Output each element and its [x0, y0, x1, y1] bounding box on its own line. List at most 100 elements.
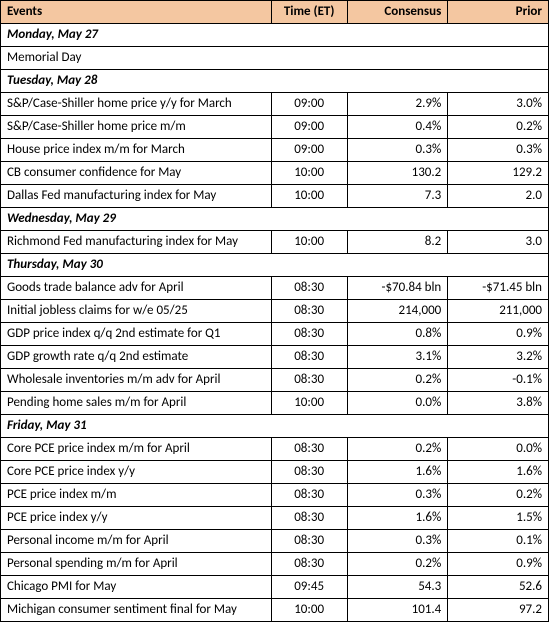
event-row: Core PCE price index m/m for April08:300… — [1, 438, 549, 461]
event-row: PCE price index m/m08:300.3%0.2% — [1, 484, 549, 507]
header-row: Events Time (ET) Consensus Prior — [1, 1, 549, 24]
event-consensus: 0.3% — [347, 530, 448, 553]
event-row: CB consumer confidence for May10:00130.2… — [1, 162, 549, 185]
event-name: CB consumer confidence for May — [1, 162, 272, 185]
event-name: Richmond Fed manufacturing index for May — [1, 231, 272, 254]
event-prior: 97.2 — [448, 599, 549, 622]
event-consensus: 0.2% — [347, 553, 448, 576]
day-header-row: Thursday, May 30 — [1, 254, 549, 277]
event-row: Wholesale inventories m/m adv for April 0… — [1, 369, 549, 392]
day-label: Thursday, May 30 — [1, 254, 549, 277]
event-prior: 1.6% — [448, 461, 549, 484]
event-time: 10:00 — [271, 185, 347, 208]
event-prior: 3.0% — [448, 93, 549, 116]
event-time: 08:30 — [271, 300, 347, 323]
event-consensus: 0.2% — [347, 369, 448, 392]
event-time: 09:45 — [271, 576, 347, 599]
event-prior: 0.1% — [448, 530, 549, 553]
event-consensus: 130.2 — [347, 162, 448, 185]
day-header-row: Monday, May 27 — [1, 24, 549, 47]
event-consensus: 214,000 — [347, 300, 448, 323]
event-name: Core PCE price index m/m for April — [1, 438, 272, 461]
event-name: Goods trade balance adv for April — [1, 277, 272, 300]
event-row: S&P/Case-Shiller home price m/m09:000.4%… — [1, 116, 549, 139]
event-prior: 0.9% — [448, 553, 549, 576]
event-name: Dallas Fed manufacturing index for May — [1, 185, 272, 208]
event-prior: 3.0 — [448, 231, 549, 254]
event-row: Personal spending m/m for April08:300.2%… — [1, 553, 549, 576]
event-consensus: -$70.84 bln — [347, 277, 448, 300]
event-consensus: 7.3 — [347, 185, 448, 208]
day-header-row: Tuesday, May 28 — [1, 70, 549, 93]
day-label: Tuesday, May 28 — [1, 70, 549, 93]
event-name: PCE price index m/m — [1, 484, 272, 507]
event-consensus: 0.2% — [347, 438, 448, 461]
event-consensus: 54.3 — [347, 576, 448, 599]
day-label: Monday, May 27 — [1, 24, 549, 47]
event-row: Personal income m/m for April08:300.3%0.… — [1, 530, 549, 553]
event-name: Core PCE price index y/y — [1, 461, 272, 484]
event-row: PCE price index y/y08:301.6%1.5% — [1, 507, 549, 530]
event-time: 09:00 — [271, 139, 347, 162]
event-time: 10:00 — [271, 599, 347, 622]
event-prior: -0.1% — [448, 369, 549, 392]
event-row: House price index m/m for March09:000.3%… — [1, 139, 549, 162]
event-time: 08:30 — [271, 277, 347, 300]
event-consensus: 1.6% — [347, 461, 448, 484]
event-name: PCE price index y/y — [1, 507, 272, 530]
col-prior: Prior — [448, 1, 549, 24]
event-consensus: 0.8% — [347, 323, 448, 346]
event-row: GDP growth rate q/q 2nd estimate08:303.1… — [1, 346, 549, 369]
event-prior: 1.5% — [448, 507, 549, 530]
col-consensus: Consensus — [347, 1, 448, 24]
event-time: 08:30 — [271, 507, 347, 530]
event-prior: 0.2% — [448, 116, 549, 139]
event-row: Initial jobless claims for w/e 05/2508:3… — [1, 300, 549, 323]
event-time: 10:00 — [271, 392, 347, 415]
event-time: 08:30 — [271, 553, 347, 576]
event-name: GDP price index q/q 2nd estimate for Q1 — [1, 323, 272, 346]
event-row: Michigan consumer sentiment final for Ma… — [1, 599, 549, 622]
event-row: Core PCE price index y/y08:301.6%1.6% — [1, 461, 549, 484]
event-row: Richmond Fed manufacturing index for May… — [1, 231, 549, 254]
event-consensus: 0.4% — [347, 116, 448, 139]
event-time: 10:00 — [271, 231, 347, 254]
event-name: Wholesale inventories m/m adv for April — [1, 369, 272, 392]
event-name: S&P/Case-Shiller home price y/y for Marc… — [1, 93, 272, 116]
event-name: Personal spending m/m for April — [1, 553, 272, 576]
event-prior: 0.0% — [448, 438, 549, 461]
event-prior: 129.2 — [448, 162, 549, 185]
economic-calendar-table: Events Time (ET) Consensus Prior Monday,… — [0, 0, 549, 622]
event-prior: 3.2% — [448, 346, 549, 369]
event-time: 08:30 — [271, 530, 347, 553]
event-time: 08:30 — [271, 438, 347, 461]
event-time: 08:30 — [271, 346, 347, 369]
event-name: House price index m/m for March — [1, 139, 272, 162]
event-time: 08:30 — [271, 461, 347, 484]
event-time: 08:30 — [271, 484, 347, 507]
event-time: 10:00 — [271, 162, 347, 185]
event-time: 09:00 — [271, 93, 347, 116]
event-consensus: 3.1% — [347, 346, 448, 369]
col-time: Time (ET) — [271, 1, 347, 24]
day-note: Memorial Day — [1, 47, 549, 70]
day-note-row: Memorial Day — [1, 47, 549, 70]
event-name: Michigan consumer sentiment final for Ma… — [1, 599, 272, 622]
event-name: GDP growth rate q/q 2nd estimate — [1, 346, 272, 369]
event-consensus: 1.6% — [347, 507, 448, 530]
col-events: Events — [1, 1, 272, 24]
event-row: Dallas Fed manufacturing index for May10… — [1, 185, 549, 208]
event-consensus: 101.4 — [347, 599, 448, 622]
day-header-row: Wednesday, May 29 — [1, 208, 549, 231]
event-row: Pending home sales m/m for April10:000.0… — [1, 392, 549, 415]
event-row: GDP price index q/q 2nd estimate for Q1 0… — [1, 323, 549, 346]
event-name: Initial jobless claims for w/e 05/25 — [1, 300, 272, 323]
event-consensus: 0.3% — [347, 484, 448, 507]
event-prior: -$71.45 bln — [448, 277, 549, 300]
event-consensus: 0.3% — [347, 139, 448, 162]
event-consensus: 0.0% — [347, 392, 448, 415]
event-row: Goods trade balance adv for April08:30-$… — [1, 277, 549, 300]
event-prior: 3.8% — [448, 392, 549, 415]
event-name: Personal income m/m for April — [1, 530, 272, 553]
event-prior: 2.0 — [448, 185, 549, 208]
